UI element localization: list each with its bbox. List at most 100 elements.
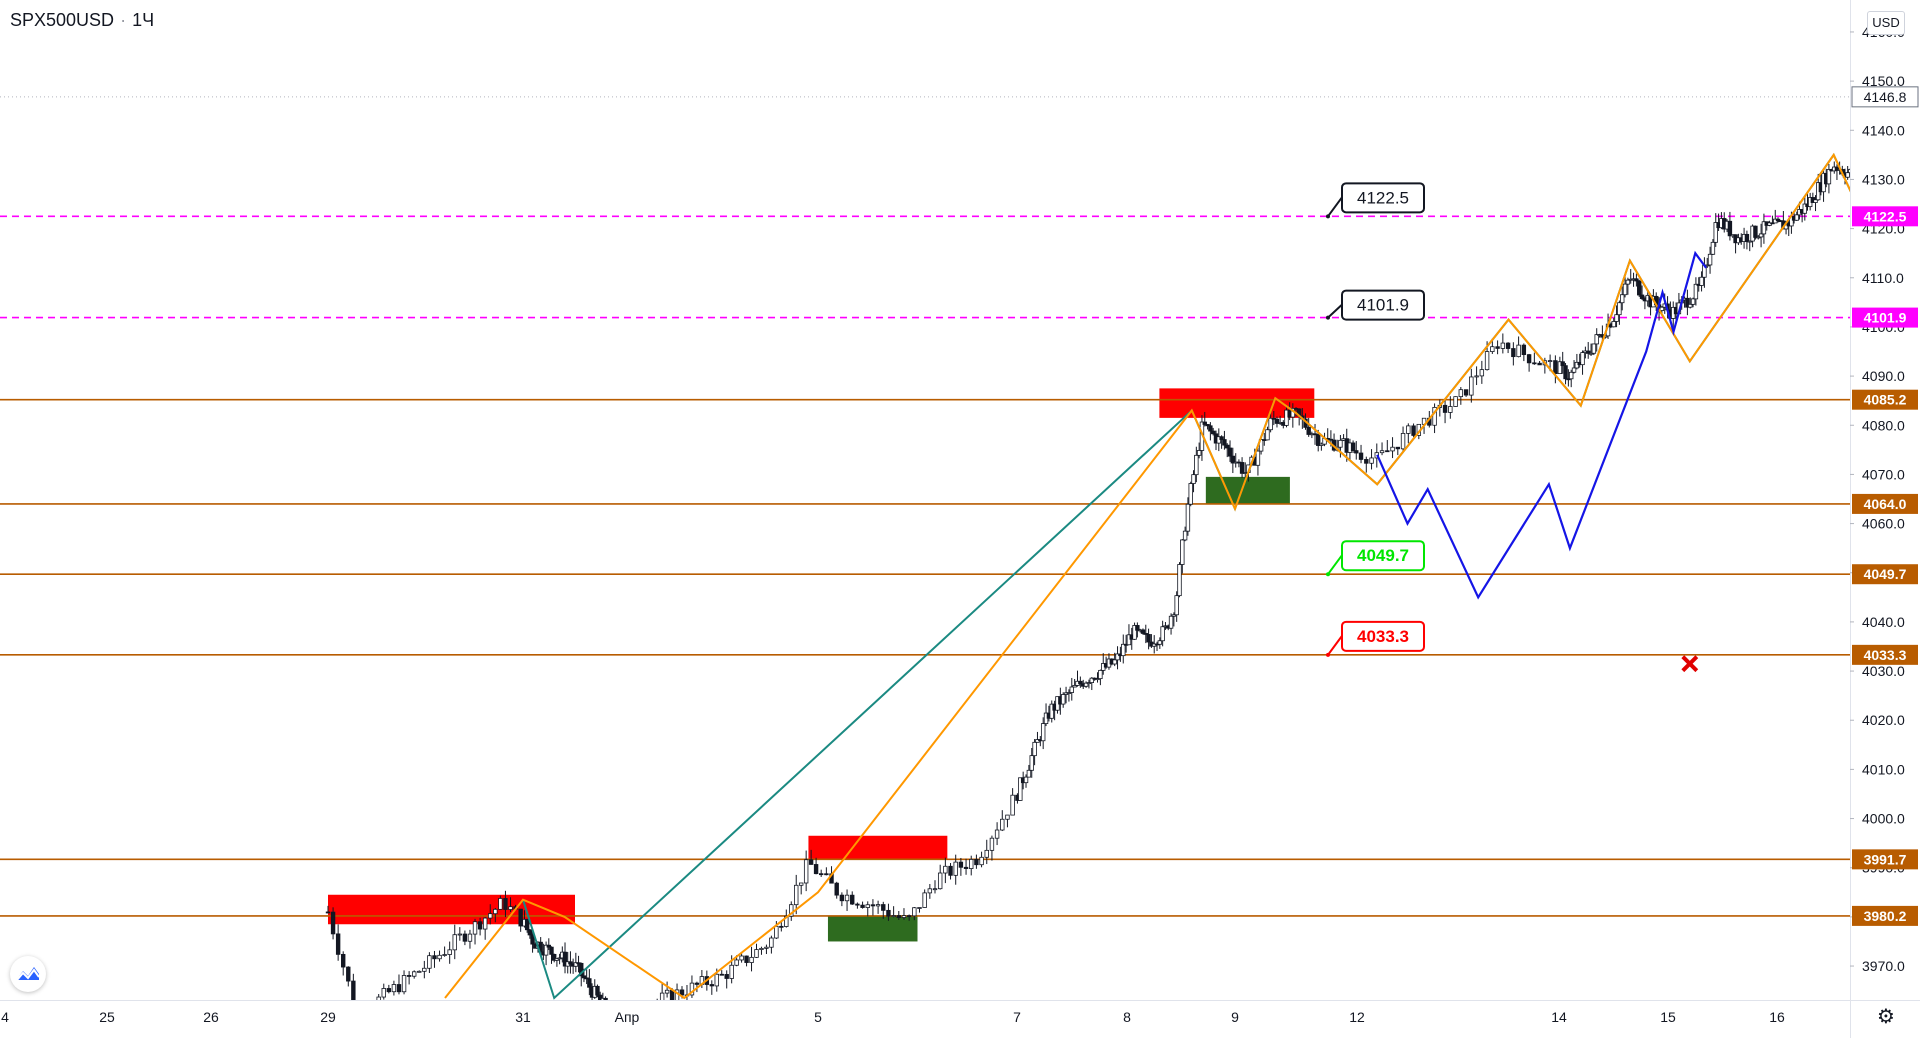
candle-body bbox=[844, 894, 850, 902]
candle-body bbox=[994, 829, 1000, 839]
candle-body bbox=[1369, 457, 1374, 464]
candle-body bbox=[1177, 564, 1182, 597]
candle-body bbox=[818, 873, 824, 876]
candle-body bbox=[1744, 233, 1750, 243]
candle-body bbox=[886, 909, 891, 917]
candle-body bbox=[498, 898, 503, 910]
settings-gear-icon[interactable]: ⚙ bbox=[1877, 1004, 1895, 1028]
candle-body bbox=[1580, 352, 1585, 366]
level-price-label: 3991.7 bbox=[1864, 851, 1907, 867]
candle-body bbox=[606, 1011, 610, 1017]
candle-body bbox=[640, 1013, 644, 1014]
x-tick-label: 7 bbox=[1013, 1009, 1021, 1025]
candle-body bbox=[1622, 283, 1628, 296]
level-price-label: 4122.5 bbox=[1864, 208, 1907, 224]
candle-body bbox=[617, 1026, 621, 1029]
candle-body bbox=[834, 882, 839, 896]
candle-body bbox=[1010, 794, 1015, 816]
candle-body bbox=[1775, 218, 1781, 222]
candle-body bbox=[427, 955, 432, 969]
supply-zone-0 bbox=[328, 894, 575, 925]
symbol-header: SPX500USD · 1Ч bbox=[10, 10, 154, 31]
candle-body bbox=[674, 989, 680, 1000]
candle-body bbox=[927, 888, 933, 894]
candle-body bbox=[1239, 462, 1245, 474]
demand-zone-4 bbox=[1205, 476, 1290, 504]
candle-body bbox=[1591, 343, 1597, 354]
y-tick-label: 4040.0 bbox=[1862, 614, 1905, 630]
candle-body bbox=[1143, 633, 1148, 635]
candle-body bbox=[1098, 669, 1103, 680]
candle-body bbox=[1479, 369, 1485, 377]
current-price-label: 4146.8 bbox=[1864, 89, 1907, 105]
candle-body bbox=[1395, 446, 1401, 450]
candle-body bbox=[546, 944, 551, 948]
x-tick-label: 8 bbox=[1123, 1009, 1131, 1025]
candle-body bbox=[543, 944, 549, 956]
x-tick-label: 25 bbox=[99, 1009, 115, 1025]
y-tick-label: 4090.0 bbox=[1862, 368, 1905, 384]
candle-body bbox=[1586, 350, 1591, 354]
candle-body bbox=[1121, 643, 1126, 657]
candle-body bbox=[530, 934, 535, 945]
candle-body bbox=[488, 913, 493, 919]
candle-body bbox=[1484, 351, 1490, 371]
current-price-tag bbox=[1851, 86, 1919, 108]
candle-body bbox=[1112, 659, 1117, 665]
candle-body bbox=[1032, 741, 1037, 757]
candle-body bbox=[1180, 539, 1185, 565]
y-tick-label: 4070.0 bbox=[1862, 466, 1905, 482]
callout-anchor bbox=[1326, 652, 1330, 657]
level-price-tag bbox=[1852, 644, 1918, 665]
candle-body bbox=[958, 861, 964, 868]
candle-body bbox=[493, 908, 498, 915]
candle-body bbox=[1727, 220, 1733, 237]
candle-body bbox=[824, 873, 829, 876]
candle-body bbox=[518, 908, 523, 927]
candle-body bbox=[1160, 626, 1165, 642]
candle-body bbox=[1379, 450, 1385, 454]
candle-body bbox=[1188, 483, 1193, 505]
candle-body bbox=[1227, 447, 1233, 457]
candle-body bbox=[963, 866, 969, 869]
candle-body bbox=[1182, 530, 1188, 541]
candle-body bbox=[969, 859, 974, 869]
candle-body bbox=[1202, 421, 1207, 425]
candle-body bbox=[362, 1013, 366, 1017]
y-tick-label: 4130.0 bbox=[1862, 171, 1905, 187]
candle-body bbox=[527, 929, 533, 936]
candle-body bbox=[1490, 346, 1495, 352]
level-price-tag bbox=[1852, 307, 1918, 328]
candle-body bbox=[432, 955, 437, 960]
candle-body bbox=[1385, 450, 1390, 453]
candle-body bbox=[422, 967, 427, 972]
callout-pointer bbox=[1327, 554, 1343, 575]
candle-body bbox=[1851, 169, 1855, 176]
candle-body bbox=[813, 864, 819, 875]
candle-body bbox=[351, 980, 356, 1000]
candle-body bbox=[1891, 192, 1895, 193]
candle-body bbox=[850, 894, 855, 905]
candle-body bbox=[1061, 694, 1066, 705]
candle-body bbox=[1115, 653, 1120, 661]
teal-wave-path bbox=[522, 152, 1850, 1000]
currency-button[interactable]: USD bbox=[1867, 11, 1905, 35]
candle-body bbox=[1834, 166, 1840, 171]
level-price-label: 4101.9 bbox=[1864, 310, 1907, 326]
candle-body bbox=[1511, 348, 1516, 358]
candle-body bbox=[1448, 406, 1453, 413]
candle-body bbox=[1358, 452, 1364, 460]
candle-body bbox=[1685, 297, 1690, 308]
candle-body bbox=[381, 988, 386, 998]
y-tick-label: 4020.0 bbox=[1862, 712, 1905, 728]
candle-body bbox=[1274, 418, 1280, 424]
candle-body bbox=[503, 898, 508, 910]
tradingview-logo[interactable] bbox=[10, 956, 46, 992]
candle-body bbox=[1848, 169, 1850, 174]
candle-body bbox=[659, 992, 665, 1000]
candle-body bbox=[1185, 503, 1191, 532]
candle-body bbox=[764, 946, 769, 949]
candle-body bbox=[1495, 346, 1500, 349]
candle-body bbox=[1637, 280, 1642, 296]
